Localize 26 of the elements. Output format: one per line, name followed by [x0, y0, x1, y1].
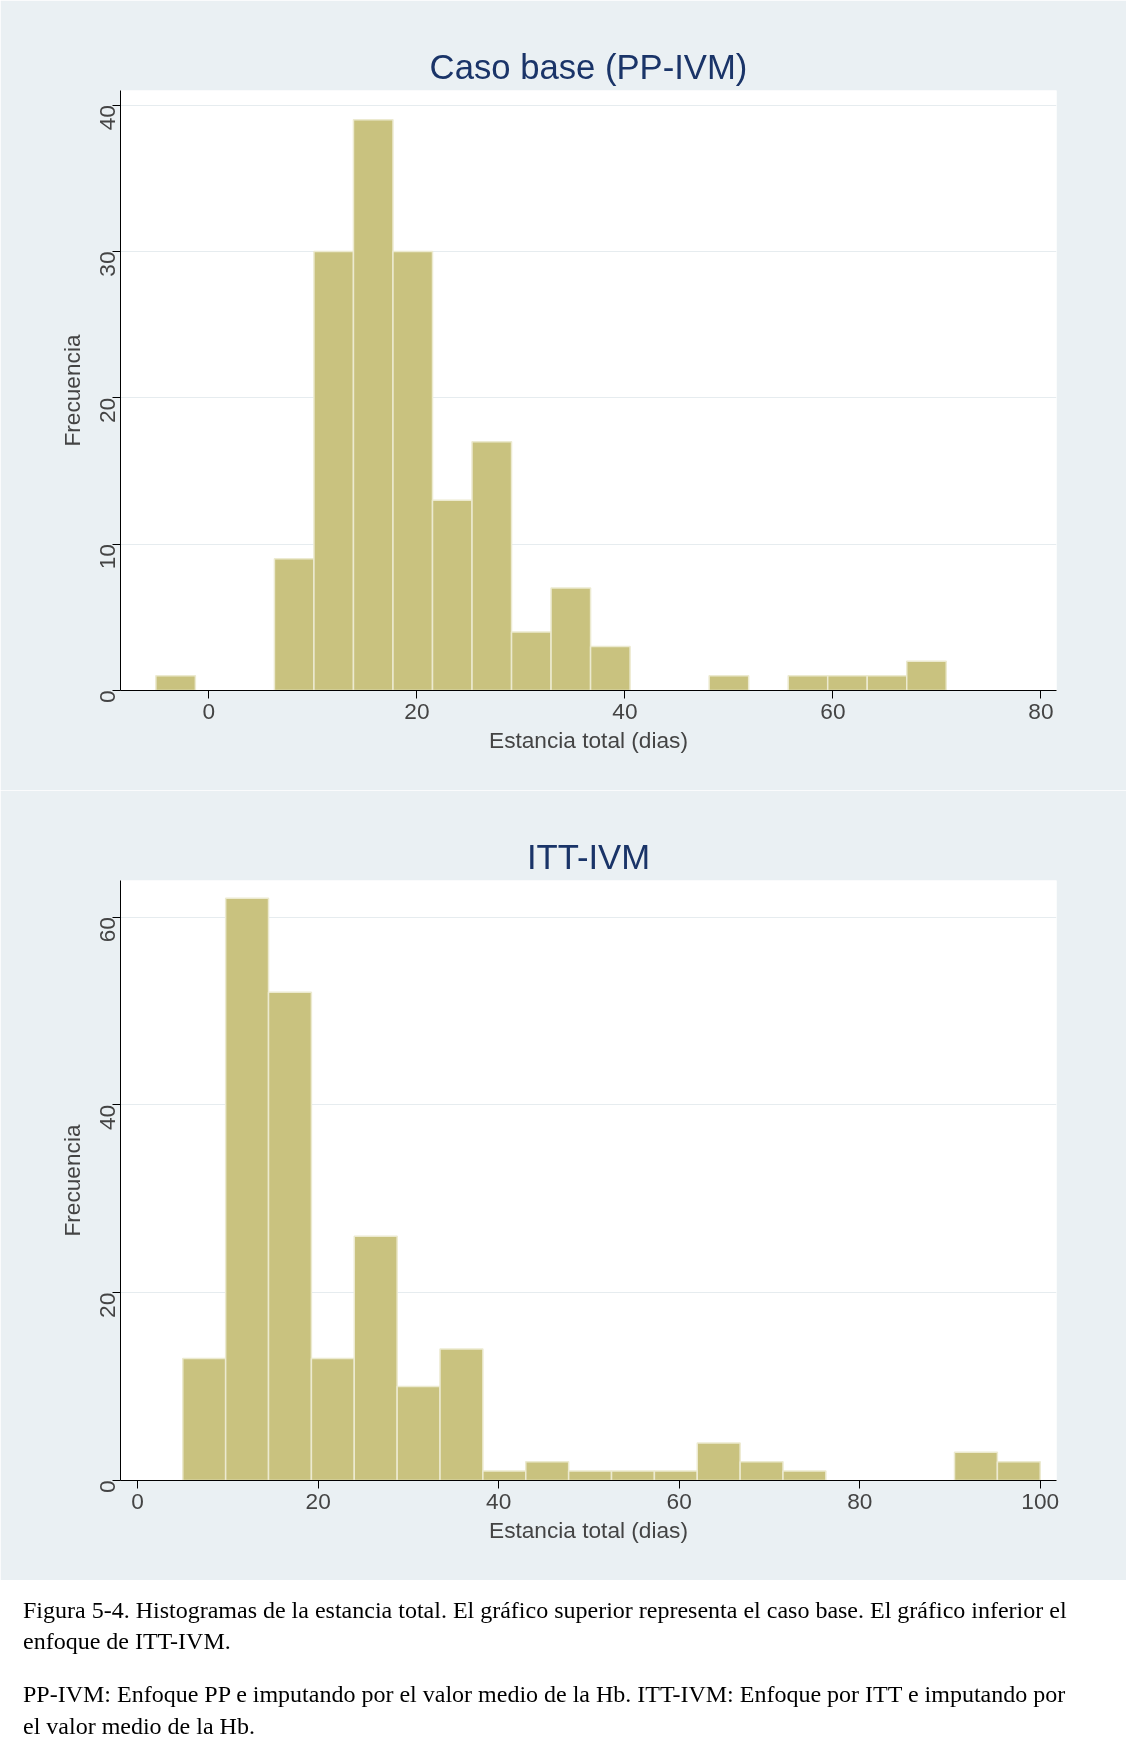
x-tick-label: 40 — [612, 697, 638, 724]
chart-title: Caso base (PP-IVM) — [429, 47, 748, 86]
x-tick-label: 0 — [131, 1487, 144, 1514]
x-tick-label: 60 — [820, 697, 846, 724]
x-tick-label: 80 — [847, 1487, 873, 1514]
text: Figura 5-4. Histogramas de la estancia total. El gráfico superior representa el caso base. El gráfico inferior el enfoque de ITT-IVM. — [23, 1596, 1068, 1657]
x-tick-label: 0 — [202, 697, 216, 724]
y-tick-label: 20 — [94, 397, 120, 424]
x-axis-title: Estancia total (dias) — [489, 726, 688, 753]
y-axis-title: Frecuencia — [58, 334, 85, 447]
text: PP-IVM: Enfoque PP e imputando por el valor medio de la Hb. ITT-IVM: Enfoque por ITT e imputando por el valor medio de la Hb. — [23, 1680, 1067, 1741]
x-tick-label: 20 — [404, 697, 430, 724]
y-tick-label: 40 — [94, 1104, 120, 1131]
x-tick-label: 60 — [666, 1487, 692, 1514]
x-tick-label: 80 — [1028, 697, 1054, 724]
chart-title: ITT-IVM — [526, 837, 651, 876]
x-axis-title: Estancia total (dias) — [489, 1516, 688, 1543]
y-axis-title: Frecuencia — [58, 1124, 85, 1237]
x-tick-label: 20 — [305, 1487, 331, 1514]
x-tick-label: 100 — [1021, 1487, 1060, 1514]
y-tick-label: 30 — [94, 251, 120, 277]
y-tick-label: 10 — [94, 544, 120, 570]
y-tick-label: 40 — [94, 105, 120, 131]
y-tick-label: 20 — [94, 1292, 120, 1318]
y-tick-label: 60 — [94, 917, 120, 943]
x-tick-label: 40 — [486, 1487, 512, 1514]
